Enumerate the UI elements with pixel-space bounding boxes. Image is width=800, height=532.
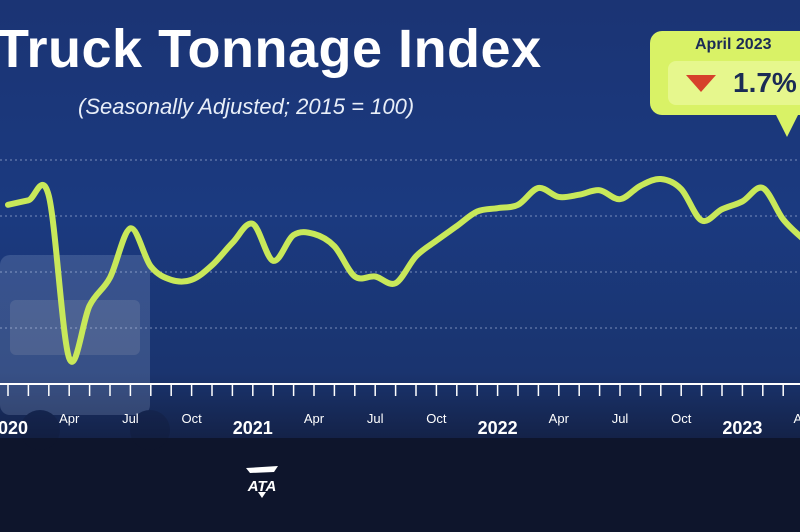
x-axis-ticks xyxy=(7,384,784,396)
truck-silhouette xyxy=(0,255,170,450)
data-point xyxy=(46,193,52,199)
ata-logo-text: ATA xyxy=(247,478,277,495)
data-point xyxy=(760,185,766,191)
data-point xyxy=(107,275,113,281)
data-point xyxy=(719,206,725,212)
data-point xyxy=(515,202,521,208)
x-axis-tick-labels: 2020 Apr Jul Oct 2021 Apr Jul Oct 2022 Apr Jul Oct 2… xyxy=(0,411,800,438)
x-month-label: Apr xyxy=(59,411,80,426)
data-point xyxy=(454,223,460,229)
data-point xyxy=(576,192,582,198)
data-point xyxy=(739,198,745,204)
ata-logo-mark xyxy=(246,466,278,498)
data-point xyxy=(495,205,501,211)
down-triangle-icon xyxy=(686,75,716,92)
x-month-label: Oct xyxy=(181,411,202,426)
data-point xyxy=(413,253,419,259)
x-year-label: 2021 xyxy=(233,418,273,438)
data-point xyxy=(127,225,133,231)
callout-value-box: 1.7% xyxy=(668,61,800,105)
data-point xyxy=(87,303,93,309)
data-point xyxy=(556,194,562,200)
x-year-label: 2020 xyxy=(0,418,28,438)
data-point xyxy=(658,176,664,182)
latest-value-callout: April 2023 1.7% xyxy=(650,31,800,137)
chart-subtitle: (Seasonally Adjusted; 2015 = 100) xyxy=(78,94,415,119)
data-point xyxy=(229,240,235,246)
road-band xyxy=(0,438,800,532)
series-line xyxy=(5,176,800,365)
data-point xyxy=(66,355,72,361)
x-month-label: Apr xyxy=(304,411,325,426)
data-point xyxy=(678,186,684,192)
callout-change-value: 1.7% xyxy=(733,67,797,98)
data-point xyxy=(250,221,256,227)
data-point xyxy=(148,263,154,269)
data-point xyxy=(393,280,399,286)
data-point xyxy=(780,216,786,222)
data-point xyxy=(291,232,297,238)
x-month-label: Oct xyxy=(426,411,447,426)
data-point xyxy=(189,277,195,283)
data-point xyxy=(25,197,31,203)
data-point xyxy=(352,273,358,279)
x-month-label: Apr xyxy=(549,411,570,426)
x-year-label: 2022 xyxy=(478,418,518,438)
data-point xyxy=(433,238,439,244)
data-point xyxy=(474,209,480,215)
x-month-label: Oct xyxy=(671,411,692,426)
chart-title: Truck Tonnage Index xyxy=(0,19,542,79)
data-point xyxy=(5,202,11,208)
gridlines xyxy=(0,159,800,329)
x-year-label: 2023 xyxy=(722,418,762,438)
data-point xyxy=(372,273,378,279)
data-point xyxy=(535,185,541,191)
data-point xyxy=(637,183,643,189)
data-point xyxy=(209,262,215,268)
x-month-label: Jul xyxy=(122,411,139,426)
data-point xyxy=(331,243,337,249)
data-point xyxy=(699,217,705,223)
callout-pointer xyxy=(775,113,799,137)
x-month-label: Jul xyxy=(612,411,629,426)
ata-logo: ATA xyxy=(242,464,282,498)
data-point xyxy=(597,187,603,193)
callout-date: April 2023 xyxy=(695,36,772,53)
data-point xyxy=(270,258,276,264)
data-point xyxy=(168,277,174,283)
x-month-label: Jul xyxy=(367,411,384,426)
data-point xyxy=(617,196,623,202)
data-point xyxy=(311,231,317,237)
x-month-label: Apr xyxy=(793,411,800,426)
